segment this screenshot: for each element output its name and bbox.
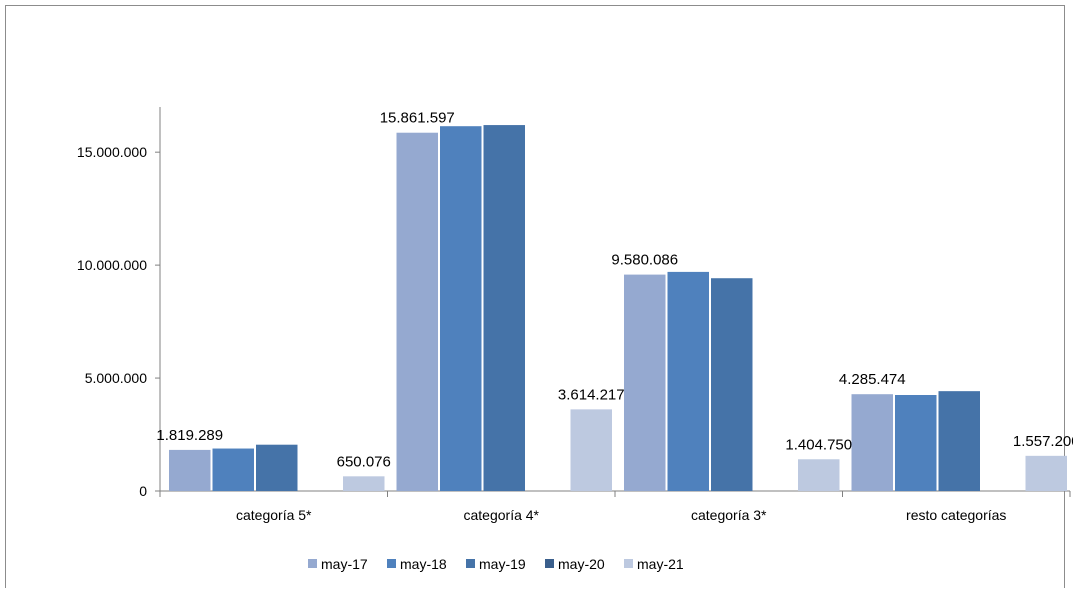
data-label: 1.404.750 <box>785 436 852 453</box>
y-tick-label: 15.000.000 <box>77 144 147 160</box>
legend-swatch-may-18 <box>387 559 396 568</box>
legend-swatch-may-17 <box>308 559 317 568</box>
bar-may-18 <box>440 126 482 491</box>
y-tick-label: 10.000.000 <box>77 257 147 273</box>
y-tick-label: 0 <box>139 483 147 499</box>
data-label: 9.580.086 <box>611 252 678 269</box>
legend-label: may-17 <box>321 556 368 572</box>
x-tick-label: resto categorías <box>906 507 1006 523</box>
bar-may-21 <box>570 409 612 491</box>
bar-may-18 <box>895 395 937 491</box>
legend-label: may-18 <box>400 556 447 572</box>
bar-may-18 <box>212 448 254 491</box>
legend-swatch-may-19 <box>466 559 475 568</box>
bar-may-21 <box>798 459 840 491</box>
x-tick-label: categoría 3* <box>691 507 767 523</box>
bar-may-19 <box>483 125 525 491</box>
legend-label: may-19 <box>479 556 526 572</box>
legend-swatch-may-20 <box>545 559 554 568</box>
data-label: 650.076 <box>337 453 391 470</box>
bar-may-19 <box>256 444 298 491</box>
data-label: 15.861.597 <box>380 110 455 127</box>
data-label: 1.819.289 <box>156 427 223 444</box>
bar-may-19 <box>711 278 753 491</box>
bar-may-17 <box>624 274 666 491</box>
x-tick-label: categoría 4* <box>464 507 540 523</box>
y-tick-label: 5.000.000 <box>85 370 147 386</box>
data-label: 4.285.474 <box>839 371 906 388</box>
bar-may-21 <box>343 476 385 491</box>
chart-frame <box>5 5 1065 588</box>
bar-may-17 <box>169 449 211 491</box>
bar-may-21 <box>1025 455 1067 491</box>
bar-may-17 <box>396 132 438 491</box>
legend-swatch-may-21 <box>624 559 633 568</box>
bar-may-19 <box>938 391 980 491</box>
data-label: 3.614.217 <box>558 386 625 403</box>
data-label: 1.557.200 <box>1013 433 1073 450</box>
bar-may-18 <box>667 271 709 491</box>
legend-label: may-20 <box>558 556 605 572</box>
bar-may-17 <box>851 394 893 491</box>
x-tick-label: categoría 5* <box>236 507 312 523</box>
legend-label: may-21 <box>637 556 684 572</box>
